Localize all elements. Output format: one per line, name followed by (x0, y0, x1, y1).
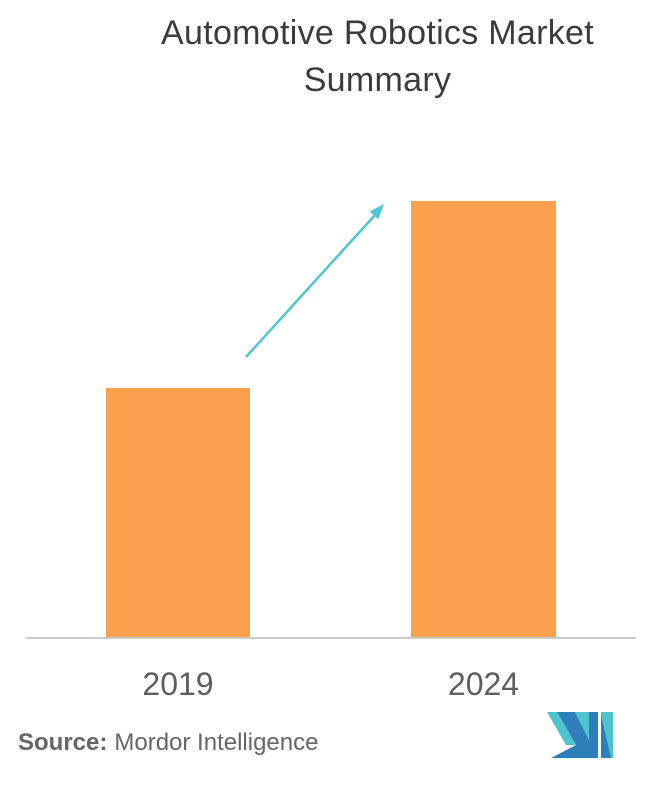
chart-title-line1: Automotive Robotics Market (161, 14, 594, 52)
source-name: Mordor Intelligence (114, 729, 319, 756)
chart-title: Automotive Robotics Market Summary (96, 10, 659, 104)
logo-m-teal-band (547, 712, 576, 745)
logo-i-blue-triangle (601, 715, 611, 758)
growth-arrow-head (369, 204, 384, 220)
source-note: Source: Mordor Intelligence (18, 729, 318, 757)
growth-arrow-line (245, 214, 376, 358)
x-tick-label-2024: 2024 (447, 666, 520, 702)
logo-m-blue-leg (589, 712, 598, 758)
source-label: Source: (18, 729, 108, 756)
logo-m-blue-diagonal (551, 712, 598, 758)
chart-title-line2: Summary (303, 61, 452, 99)
x-axis-line (26, 637, 636, 639)
logo-m-teal-notch (575, 712, 589, 740)
x-tick-label-2019: 2019 (142, 666, 214, 702)
bar-2024 (411, 201, 556, 637)
bar-2019 (106, 388, 250, 637)
mordor-intelligence-logo (547, 712, 613, 758)
